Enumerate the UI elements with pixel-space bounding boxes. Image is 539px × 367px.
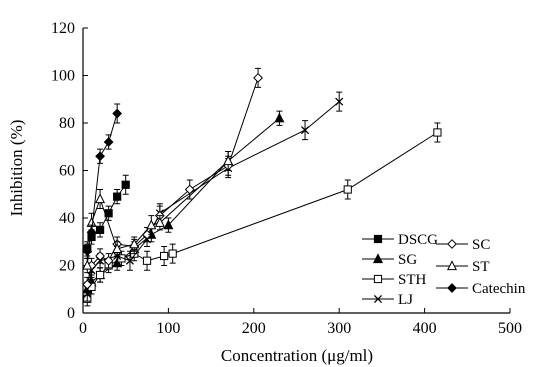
data-point-lj [125,256,135,265]
legend-item-dscg: DSCG [362,232,438,248]
data-point-lj [335,97,344,106]
x-tick-label: 300 [327,320,351,337]
data-point-sc [184,184,195,195]
series-line-sth [86,132,438,299]
data-point-sth [433,128,442,137]
x-tick-label: 0 [79,320,87,337]
series-lj [83,91,344,302]
x-tick-label: 500 [498,320,522,337]
legend-item-catechin: Catechin [436,281,526,297]
legend-marker-sth [373,274,383,284]
series-st [82,151,234,274]
data-point-sc [253,72,263,83]
data-point-catechin [95,151,105,162]
legend-item-sth: STH [362,272,427,288]
legend-item-st: ST [436,259,490,275]
series-catechin [82,103,123,259]
data-point-sth [117,254,126,263]
legend-label: LJ [398,292,413,308]
data-point-lj [300,126,310,135]
x-axis-label: Concentration (μg/ml) [221,346,373,365]
legend-label: DSCG [398,232,438,248]
legend-label: ST [472,259,490,275]
series-line-lj [86,101,340,295]
data-point-sth [142,256,152,265]
data-point-catechin [103,137,114,147]
legend-label: STH [398,272,427,288]
y-tick-label: 120 [51,20,75,37]
series-layer [82,67,442,307]
data-point-sc [103,255,114,266]
data-point-dscg [121,180,130,189]
data-point-dscg [113,192,122,201]
data-point-sth [168,249,177,258]
y-tick-label: 0 [67,305,75,322]
y-axis-label: Inhibition (%) [7,120,26,217]
legend-item-lj: LJ [362,292,413,308]
data-point-st [112,243,123,253]
data-point-sth [343,185,352,194]
ticks: 0 100 200 300 400 500 0 20 40 60 80 100 120 [51,20,522,337]
legend-marker-dscg [373,234,383,244]
data-point-catechin [82,246,93,257]
x-tick-label: 200 [242,320,266,337]
data-point-st [154,217,165,227]
legend-marker-st [446,260,458,271]
data-point-catechin [86,227,97,238]
legend-marker-sg [372,253,384,264]
data-point-sc [95,251,105,261]
data-point-st [95,193,106,204]
series-dscg [83,174,130,257]
data-point-sg [274,112,285,123]
data-point-st [223,155,234,166]
data-point-st [129,238,140,249]
legend-marker-sc [447,239,457,249]
legend-item-sc: SC [436,237,490,253]
x-tick-label: 100 [156,320,180,337]
y-tick-label: 100 [51,68,75,85]
data-point-sth [95,270,105,280]
data-point-st [82,259,93,270]
data-point-sg [163,219,174,230]
data-point-sth [160,251,169,261]
y-tick-label: 40 [59,210,75,227]
data-point-st [146,219,157,230]
y-tick-label: 80 [59,115,75,132]
y-tick-label: 60 [59,163,75,180]
series-sth [83,122,442,307]
legend-label: SC [472,237,490,253]
legend-label: Catechin [472,281,526,297]
legend-marker-catechin [447,283,457,293]
data-point-catechin [112,108,123,119]
legend-item-sg: SG [362,252,417,268]
y-tick-label: 20 [59,258,75,275]
data-point-dscg [95,225,105,234]
legend-label: SG [398,252,417,268]
x-tick-label: 400 [413,320,437,337]
legend: DSCG SG STH LJ SC ST Catechin [362,232,526,308]
legend-marker-lj [373,294,383,304]
data-point-sc [82,279,93,290]
